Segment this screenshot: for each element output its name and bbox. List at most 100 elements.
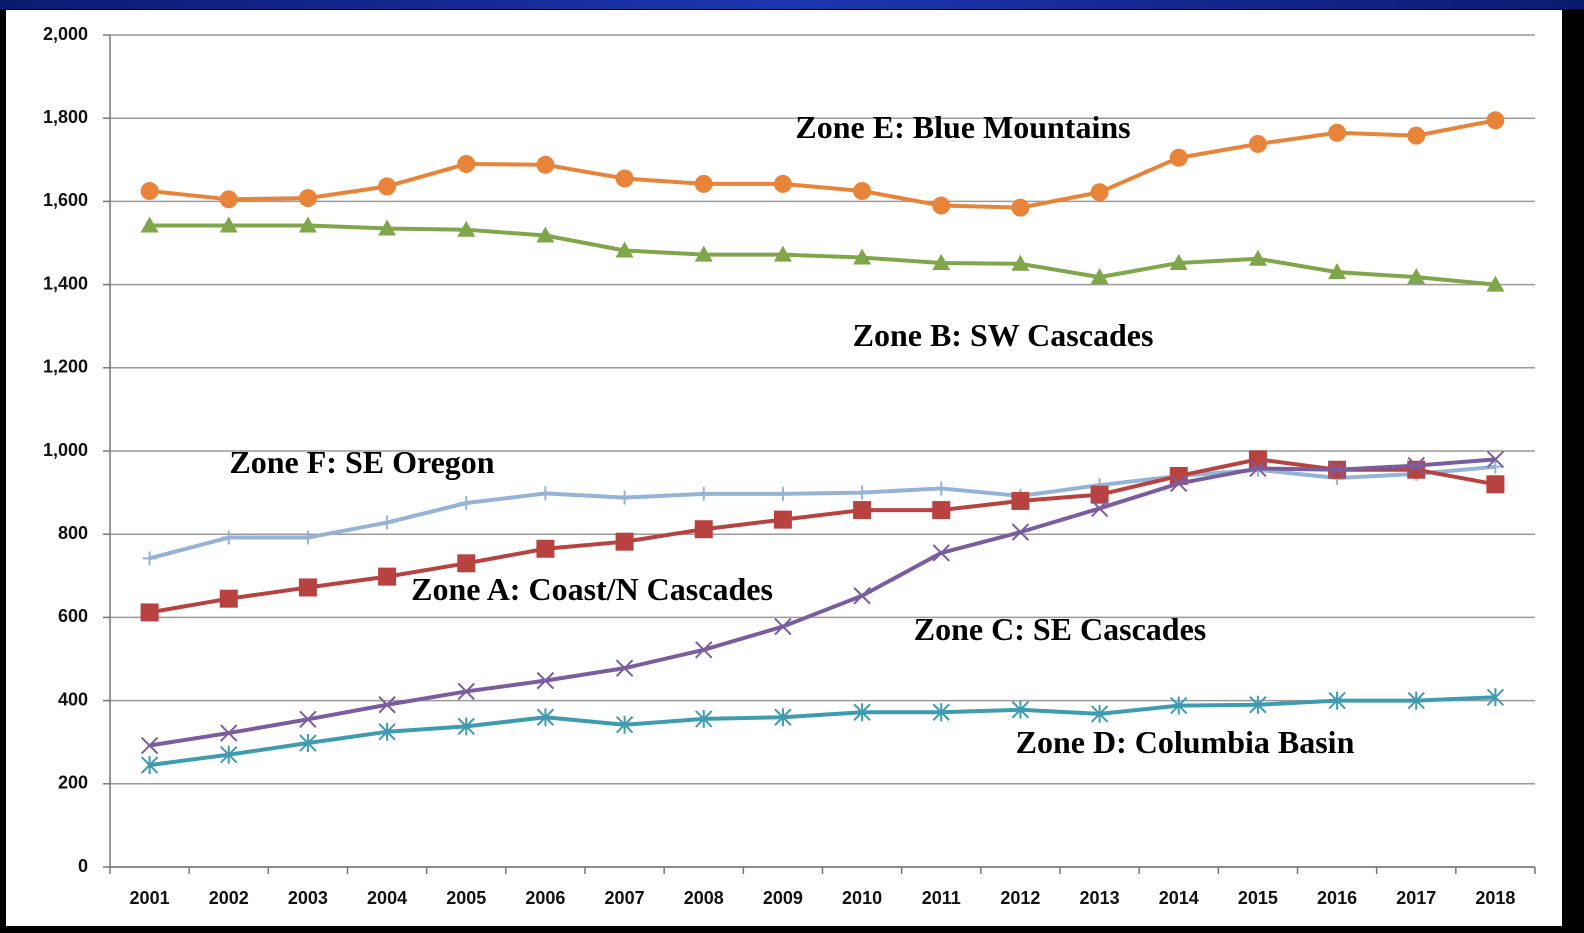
marker <box>1328 691 1346 710</box>
y-tick-label: 0 <box>78 856 88 876</box>
x-tick-label: 2003 <box>288 888 328 908</box>
marker <box>219 589 238 608</box>
x-tick-label: 2004 <box>367 888 407 908</box>
marker <box>774 708 792 727</box>
marker <box>536 155 555 174</box>
marker <box>380 515 395 530</box>
marker <box>1169 253 1188 270</box>
marker <box>773 174 792 193</box>
marker <box>140 216 159 233</box>
marker <box>378 722 396 741</box>
marker <box>457 682 475 701</box>
marker <box>1090 183 1109 202</box>
marker <box>1488 459 1503 474</box>
marker <box>1486 111 1505 130</box>
marker <box>1407 126 1426 145</box>
marker <box>457 220 476 237</box>
marker <box>1170 474 1188 493</box>
marker <box>1486 475 1505 494</box>
marker <box>1328 461 1346 479</box>
marker <box>855 485 870 500</box>
marker <box>457 717 475 736</box>
marker <box>1328 263 1347 280</box>
marker <box>775 486 790 501</box>
x-tick-label: 2012 <box>1000 888 1040 908</box>
y-tick-label: 1,600 <box>43 190 88 210</box>
series-label: Zone A: Coast/N Cascades <box>411 571 773 607</box>
marker <box>932 703 950 722</box>
marker <box>615 659 634 677</box>
marker <box>1328 123 1347 142</box>
x-tick-label: 2015 <box>1238 888 1278 908</box>
marker <box>615 715 634 734</box>
marker <box>934 481 949 496</box>
marker <box>219 216 238 233</box>
marker <box>773 245 792 262</box>
y-tick-label: 1,200 <box>43 357 88 377</box>
marker <box>1486 275 1505 292</box>
y-tick-label: 200 <box>58 773 88 793</box>
marker <box>378 177 397 196</box>
x-tick-label: 2008 <box>684 888 724 908</box>
marker <box>140 756 159 775</box>
series-label: Zone B: SW Cascades <box>853 317 1154 353</box>
marker <box>932 501 951 520</box>
y-tick-label: 400 <box>58 689 88 709</box>
series <box>140 216 1505 292</box>
series-line <box>149 464 1496 561</box>
x-tick-label: 2018 <box>1475 888 1515 908</box>
y-tick-label: 800 <box>58 523 88 543</box>
marker <box>1011 491 1030 510</box>
marker <box>932 196 951 215</box>
x-tick-label: 2017 <box>1396 888 1436 908</box>
marker <box>1407 456 1425 475</box>
marker <box>142 551 157 566</box>
marker <box>536 539 555 558</box>
top-band <box>0 0 1584 9</box>
marker <box>457 154 476 173</box>
marker <box>219 190 238 209</box>
marker <box>457 554 476 573</box>
marker <box>615 532 634 551</box>
marker <box>696 486 711 501</box>
marker <box>1011 198 1030 217</box>
marker <box>221 530 236 545</box>
marker <box>774 617 792 636</box>
x-tick-label: 2001 <box>130 888 170 908</box>
x-tick-label: 2011 <box>922 888 961 908</box>
marker <box>1011 700 1030 719</box>
marker <box>1090 704 1109 723</box>
marker <box>853 248 872 265</box>
marker <box>298 216 317 233</box>
marker <box>220 745 238 764</box>
marker <box>1407 268 1426 285</box>
marker <box>298 189 317 208</box>
marker <box>1090 268 1109 285</box>
series-line <box>149 118 1496 210</box>
marker <box>1169 466 1188 485</box>
marker <box>1486 688 1505 707</box>
series-label: Zone F: SE Oregon <box>229 444 494 480</box>
y-tick-label: 1,800 <box>43 107 88 127</box>
marker <box>538 486 553 501</box>
marker <box>694 520 713 539</box>
marker <box>378 219 397 236</box>
series-line <box>149 457 1496 748</box>
series-label: Zone D: Columbia Basin <box>1016 724 1355 760</box>
marker <box>853 703 871 722</box>
marker <box>1248 249 1267 266</box>
x-tick-label: 2002 <box>209 888 249 908</box>
x-tick-label: 2016 <box>1317 888 1357 908</box>
marker <box>1407 691 1425 710</box>
series <box>140 111 1505 217</box>
marker <box>536 708 555 727</box>
marker <box>1169 148 1188 167</box>
marker <box>298 578 317 597</box>
marker <box>1249 459 1267 478</box>
marker <box>773 510 792 529</box>
marker <box>378 567 397 586</box>
marker <box>694 174 713 193</box>
x-tick-label: 2009 <box>763 888 803 908</box>
x-tick-label: 2013 <box>1080 888 1120 908</box>
